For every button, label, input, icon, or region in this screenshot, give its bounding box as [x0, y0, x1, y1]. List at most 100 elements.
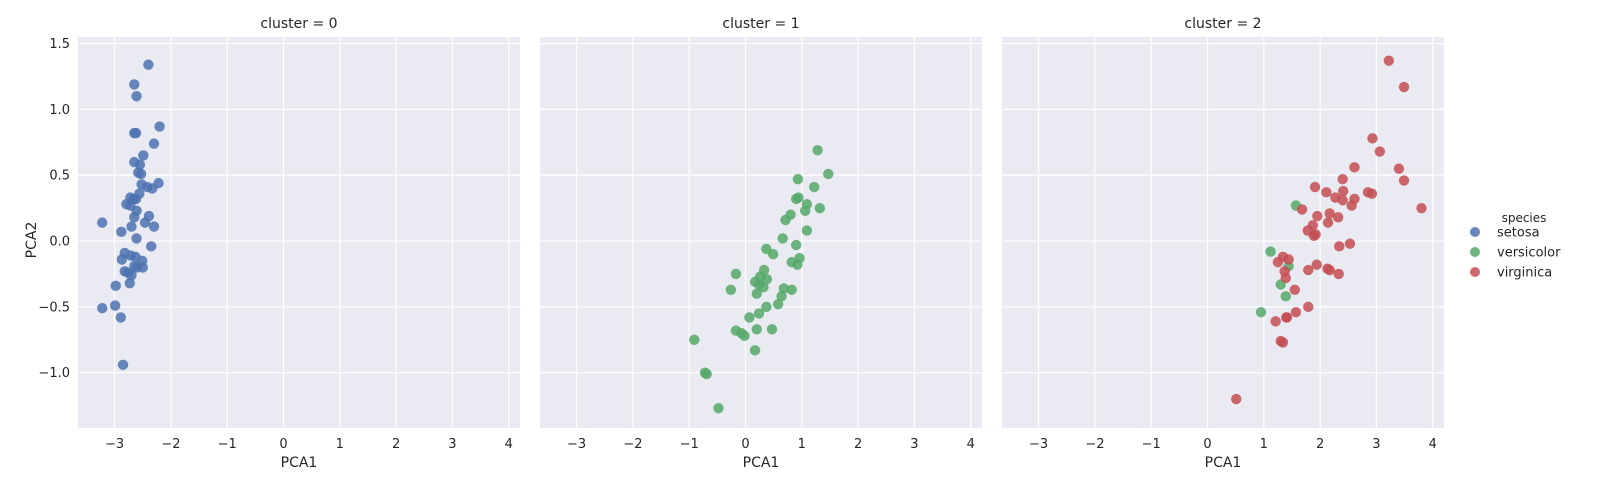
- x-tick-label: −3: [1029, 437, 1048, 452]
- legend-marker: [1470, 227, 1480, 237]
- data-point: [1277, 337, 1289, 348]
- data-point: [1255, 306, 1267, 318]
- data-point: [1324, 208, 1335, 219]
- x-tick-label: −2: [623, 437, 642, 452]
- data-point: [739, 330, 750, 342]
- legend-marker: [1470, 247, 1480, 257]
- x-tick-label: −1: [1142, 437, 1161, 452]
- data-point: [1383, 55, 1395, 66]
- y-tick-label: −0.5: [38, 300, 70, 315]
- x-axis-title: PCA1: [1205, 455, 1242, 471]
- y-tick-label: −1.0: [38, 366, 70, 381]
- data-point: [1344, 238, 1356, 249]
- panel-title: cluster = 0: [260, 16, 337, 32]
- data-point: [1338, 185, 1349, 197]
- data-point: [701, 368, 712, 380]
- legend: species setosa versicolor virginica: [1470, 211, 1561, 281]
- data-point: [1289, 284, 1300, 295]
- facet-panel-1: cluster = 1 −3 −2 −1 0 1 2 3 4 PCA1: [540, 16, 982, 471]
- data-point: [130, 127, 142, 139]
- data-point: [1283, 254, 1294, 265]
- data-point: [790, 239, 802, 251]
- data-point: [792, 173, 804, 185]
- data-point: [1398, 81, 1410, 93]
- y-tick-label: 0.5: [49, 169, 70, 184]
- legend-item-setosa: setosa: [1470, 226, 1540, 241]
- data-point: [147, 183, 158, 194]
- data-point: [1270, 316, 1281, 327]
- data-point: [1311, 259, 1322, 270]
- panel-title: cluster = 1: [722, 16, 799, 32]
- data-point: [749, 345, 761, 356]
- x-tick-label: 1: [1260, 437, 1268, 452]
- x-tick-label: 0: [1203, 437, 1211, 452]
- x-tick-label: 3: [1372, 437, 1380, 452]
- data-point: [117, 359, 129, 371]
- data-point: [1332, 212, 1344, 223]
- y-tick-label: 1.5: [49, 37, 70, 52]
- data-point: [145, 241, 157, 252]
- data-point: [143, 59, 154, 70]
- data-point: [138, 150, 149, 161]
- data-point: [1309, 181, 1321, 193]
- y-axis-title: PCA2: [24, 222, 40, 259]
- data-point: [148, 138, 160, 149]
- data-point: [126, 270, 137, 281]
- data-point: [780, 214, 791, 226]
- x-tick-label: 0: [741, 437, 749, 452]
- x-tick-label: 2: [392, 437, 400, 452]
- data-point: [1308, 230, 1320, 241]
- data-point: [115, 312, 126, 323]
- data-point: [109, 300, 121, 311]
- data-point: [131, 233, 142, 244]
- x-tick-label: −3: [105, 437, 124, 452]
- data-point: [758, 281, 769, 293]
- data-point: [129, 79, 140, 90]
- data-point: [713, 403, 724, 414]
- data-point: [154, 121, 165, 132]
- series-setosa: [97, 59, 165, 371]
- data-point: [1324, 264, 1335, 276]
- panel-title: cluster = 2: [1184, 16, 1261, 32]
- data-point: [110, 280, 121, 292]
- data-point: [1303, 301, 1314, 313]
- x-tick-label: 0: [279, 437, 287, 452]
- data-point: [124, 277, 136, 289]
- data-point: [1321, 187, 1332, 198]
- data-point: [148, 221, 160, 232]
- x-tick-label: −1: [680, 437, 699, 452]
- data-point: [730, 268, 742, 280]
- data-point: [1280, 291, 1291, 302]
- data-point: [753, 308, 765, 319]
- data-point: [772, 299, 784, 310]
- data-point: [800, 205, 811, 216]
- x-tick-label: 2: [854, 437, 862, 452]
- facet-panels: cluster = 0 −3 −2 −1 0 1 2 3 4 PCA1 −1.0 −0.5 0.0 0.5…: [38, 16, 1444, 471]
- x-axis-title: PCA1: [743, 455, 780, 471]
- plot-area: [1002, 37, 1444, 428]
- data-point: [761, 274, 773, 285]
- x-tick-label: 4: [505, 437, 513, 452]
- data-point: [1337, 173, 1348, 185]
- data-point: [137, 262, 148, 273]
- data-point: [792, 259, 803, 270]
- plot-area: [78, 37, 520, 428]
- data-point: [1374, 146, 1386, 157]
- data-point: [778, 283, 790, 294]
- data-point: [777, 233, 788, 244]
- x-tick-label: −2: [1085, 437, 1104, 452]
- y-tick-label: 0.0: [49, 235, 70, 250]
- legend-item-versicolor: versicolor: [1470, 246, 1561, 261]
- legend-title: species: [1502, 211, 1547, 225]
- data-point: [689, 334, 700, 345]
- data-point: [129, 212, 140, 223]
- data-point: [1265, 246, 1276, 257]
- data-point: [814, 202, 826, 214]
- data-point: [812, 145, 823, 156]
- data-point: [135, 168, 147, 180]
- x-tick-label: 1: [798, 437, 806, 452]
- data-point: [134, 159, 146, 170]
- data-point: [1312, 210, 1323, 222]
- data-point: [1367, 133, 1378, 144]
- facet-panel-0: cluster = 0 −3 −2 −1 0 1 2 3 4 PCA1 −1.0 −0.5 0.0 0.5…: [38, 16, 520, 471]
